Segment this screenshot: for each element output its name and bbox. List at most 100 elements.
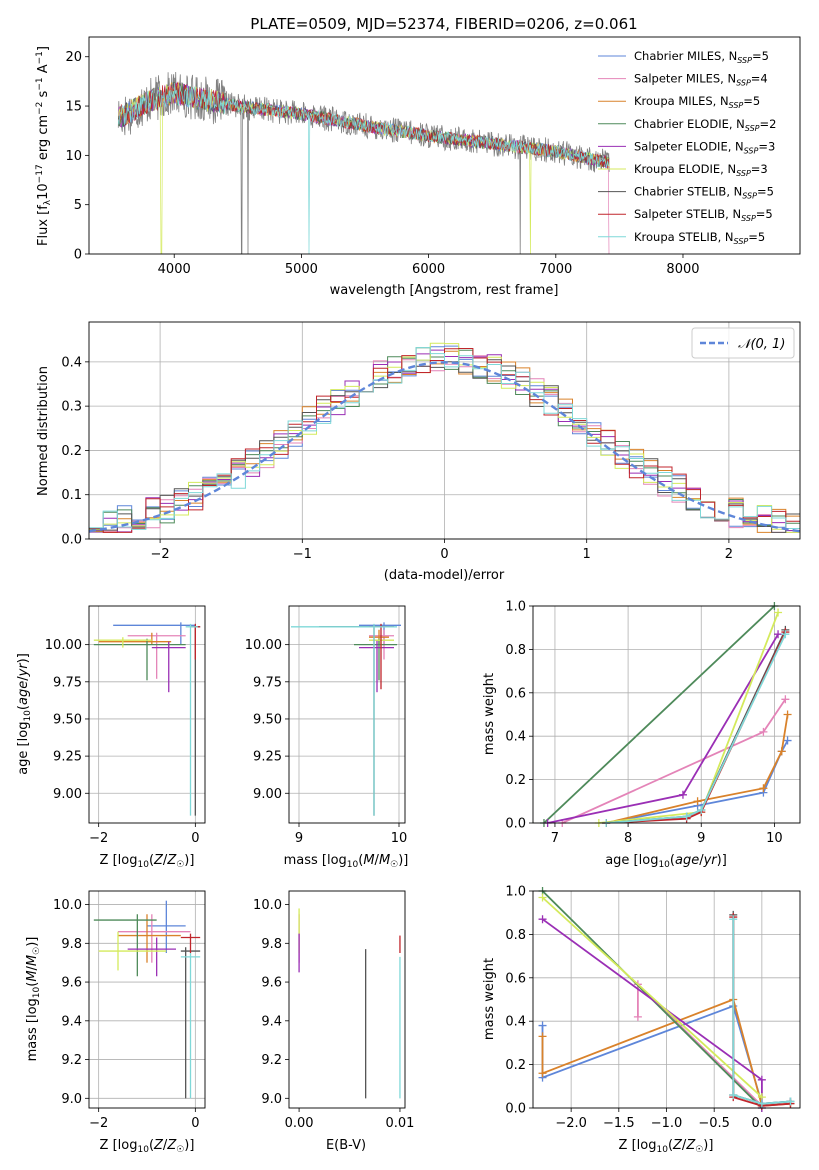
weight-marker: [538, 915, 547, 924]
weight-vs-Z-ylabel: mass weight: [482, 958, 497, 1040]
y-tick-label: 0.2: [505, 773, 526, 788]
weight-marker: [759, 784, 768, 793]
x-tick-label: 0.01: [385, 1116, 414, 1131]
y-tick-label: 0.2: [505, 1058, 526, 1073]
weight-line-kroupa-stelib: [732, 919, 791, 1105]
y-tick-label: 9.25: [253, 750, 282, 765]
y-tick-label: 1.0: [505, 600, 526, 615]
y-tick-label: 9.2: [61, 1053, 82, 1068]
y-tick-label: 0.4: [61, 355, 82, 370]
weight-marker: [729, 1090, 738, 1099]
weight-marker: [538, 1032, 547, 1041]
x-tick-label: 4000: [158, 262, 191, 277]
legend-label: Salpeter MILES, NSSP=4: [634, 72, 768, 88]
y-tick-label: 0.0: [505, 817, 526, 832]
residual-legend: 𝒩(0, 1): [691, 327, 795, 359]
y-tick-label: 9.75: [53, 675, 82, 690]
spectrum-line-kroupa-stelib: [117, 82, 609, 254]
age-vs-Z-ylabel: age [log10(age/yr)]: [16, 653, 33, 775]
legend-label: Kroupa STELIB, NSSP=5: [634, 230, 765, 246]
x-tick-label: 0.00: [285, 1116, 314, 1131]
mass-vs-Z-xlabel: Z [log10(Z/Z☉)]: [100, 1138, 195, 1155]
y-tick-label: 9.00: [253, 787, 282, 802]
weight-marker: [538, 1021, 547, 1030]
y-tick-label: 9.6: [261, 976, 282, 991]
weight-marker: [757, 1075, 766, 1084]
mass-vs-ebv-panel: 0.00 0.01 9.0 9.2 9.4 9.6 9.8 10.0 E(B-V): [253, 890, 414, 1153]
weight-marker: [781, 630, 790, 639]
x-tick-label: −2: [151, 547, 170, 562]
y-tick-label: 10.00: [45, 638, 82, 653]
y-tick-label: 0.6: [505, 971, 526, 986]
y-tick-label: 9.50: [253, 712, 282, 727]
y-tick-label: 9.0: [61, 1092, 82, 1107]
x-tick-label: −2: [89, 1116, 108, 1131]
x-tick-label: 2: [725, 547, 733, 562]
y-tick-label: 0.3: [61, 400, 82, 415]
x-tick-label: 0: [191, 831, 199, 846]
spectrum-title: PLATE=0509, MJD=52374, FIBERID=0206, z=0…: [250, 15, 637, 33]
y-tick-label: 15: [65, 100, 82, 115]
age-vs-mass-panel: 9 10 9.00 9.25 9.50 9.75 10.00 mass [log10(M/M…: [245, 605, 409, 870]
weight-vs-age-panel: 7 8 9 10 0.0 0.2 0.4 0.6 0.8 1.0 age [log10(age/y…: [482, 600, 801, 870]
x-tick-label: 8: [624, 831, 632, 846]
histogram-kroupa-elodie: [89, 342, 800, 533]
weight-marker: [774, 608, 783, 617]
x-tick-label: 1: [583, 547, 591, 562]
age-vs-mass-xlabel: mass [log10(M/M☉)]: [284, 853, 409, 870]
weight-vs-age-ylabel: mass weight: [482, 673, 497, 755]
y-tick-label: 0.1: [61, 488, 82, 503]
y-tick-label: 0.2: [61, 444, 82, 459]
residual-xlabel: (data-model)/error: [384, 568, 505, 583]
spectrum-ylabel: Flux [fλ10−17 erg cm−2 s−1 A−1]: [35, 46, 53, 246]
weight-marker: [633, 1012, 642, 1021]
x-tick-label: 10: [391, 831, 408, 846]
weight-marker: [693, 797, 702, 806]
spectrum-legend: Chabrier MILES, NSSP=5 Salpeter MILES, NS…: [598, 49, 776, 246]
x-tick-label: −1: [293, 547, 312, 562]
y-tick-label: 9.0: [261, 1092, 282, 1107]
y-tick-label: 10.0: [253, 898, 282, 913]
y-tick-label: 0.4: [505, 730, 526, 745]
x-tick-label: 9: [697, 831, 705, 846]
y-tick-label: 9.8: [261, 937, 282, 952]
y-tick-label: 10.0: [53, 898, 82, 913]
normal-legend-label: 𝒩(0, 1): [738, 337, 785, 352]
spectrum-panel: PLATE=0509, MJD=52374, FIBERID=0206, z=0…: [35, 15, 801, 298]
weight-marker: [781, 695, 790, 704]
weight-marker: [774, 630, 783, 639]
weight-line-kroupa-elodie: [541, 896, 763, 1098]
y-tick-label: 20: [65, 50, 82, 65]
x-tick-label: 7000: [539, 262, 572, 277]
x-tick-label: 8000: [666, 262, 699, 277]
residual-panel: −2 −1 0 1 2 0.0 0.1 0.2 0.3 0.4 (data-model)/erro…: [36, 321, 801, 583]
x-tick-label: −0.5: [698, 1116, 730, 1131]
y-tick-label: 0.6: [505, 686, 526, 701]
x-tick-label: 6000: [412, 262, 445, 277]
weight-marker: [777, 747, 786, 756]
weight-marker: [538, 1069, 547, 1078]
legend-label: Salpeter ELODIE, NSSP=3: [634, 139, 775, 155]
y-tick-label: 9.75: [253, 675, 282, 690]
legend-label: Chabrier MILES, NSSP=5: [634, 49, 769, 65]
legend-label: Chabrier ELODIE, NSSP=2: [634, 117, 776, 133]
y-tick-label: 9.00: [53, 787, 82, 802]
y-tick-label: 1.0: [505, 885, 526, 900]
x-tick-label: −2: [89, 831, 108, 846]
spectrum-line-salpeter-stelib: [118, 81, 610, 169]
x-tick-label: 5000: [285, 262, 318, 277]
mass-vs-Z-ylabel: mass [log10(M/M☉)]: [25, 937, 42, 1062]
x-tick-label: 0: [440, 547, 448, 562]
y-tick-label: 9.50: [53, 712, 82, 727]
age-vs-Z-panel: −2 0 9.00 9.25 9.50 9.75 10.00 Z [log10(Z/Z☉)]…: [16, 605, 206, 870]
weight-marker: [682, 812, 691, 821]
weight-vs-age-xlabel: age [log10(age/yr)]: [605, 853, 727, 870]
mass-vs-Z-panel: −2 0 9.0 9.2 9.4 9.6 9.8 10.0 Z [log10(Z/Z☉)] m…: [25, 890, 206, 1155]
y-tick-label: 10.00: [245, 638, 282, 653]
weight-marker: [697, 805, 706, 814]
x-tick-label: −1.0: [651, 1116, 683, 1131]
weight-marker: [783, 736, 792, 745]
x-tick-label: 7: [551, 831, 559, 846]
x-tick-label: 0: [191, 1116, 199, 1131]
